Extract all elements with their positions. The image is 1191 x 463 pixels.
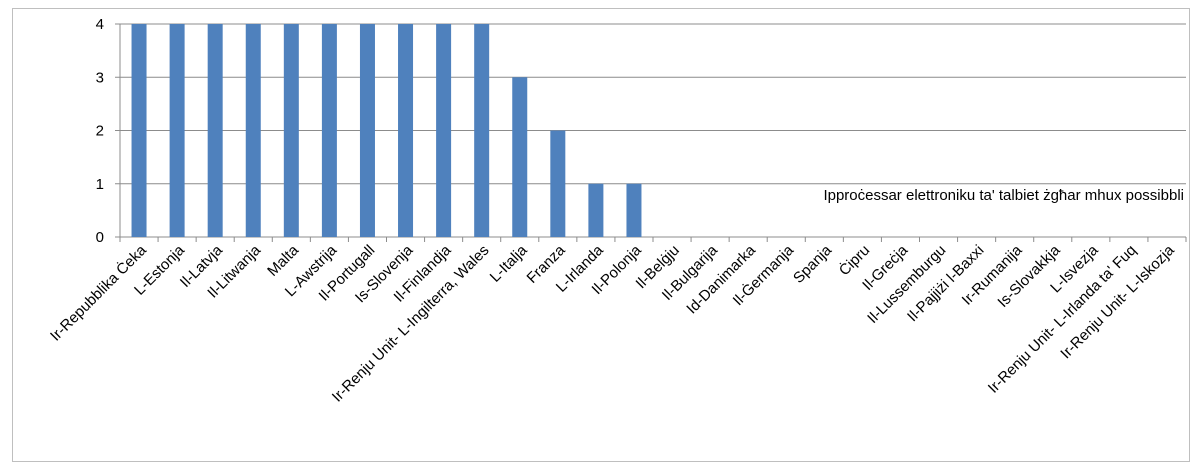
bar (207, 24, 223, 237)
x-category-label: Ir-Repubblika Ċeka (46, 241, 150, 345)
bar (512, 77, 528, 237)
bar (550, 130, 566, 237)
bar (169, 24, 185, 237)
y-tick-label: 1 (96, 176, 104, 193)
bar (588, 183, 604, 237)
x-category-label: L-Italja (487, 241, 531, 285)
bars (131, 24, 642, 237)
bar (474, 24, 490, 237)
bar (245, 24, 261, 237)
chart-annotation: Ipproċessar elettroniku ta' talbiet żgħa… (823, 187, 1184, 204)
bar (131, 24, 147, 237)
axes (115, 23, 1187, 242)
bar (398, 24, 414, 237)
bar (283, 24, 299, 237)
bar (359, 24, 375, 237)
gridlines (120, 23, 1186, 185)
bar (321, 24, 337, 237)
y-tick-label: 4 (96, 16, 104, 33)
bar (436, 24, 452, 237)
bar (626, 183, 642, 237)
y-tick-label: 0 (96, 229, 104, 246)
y-tick-label: 2 (96, 123, 104, 140)
y-tick-label: 3 (96, 69, 104, 86)
x-category-label: Spanja (790, 241, 836, 287)
